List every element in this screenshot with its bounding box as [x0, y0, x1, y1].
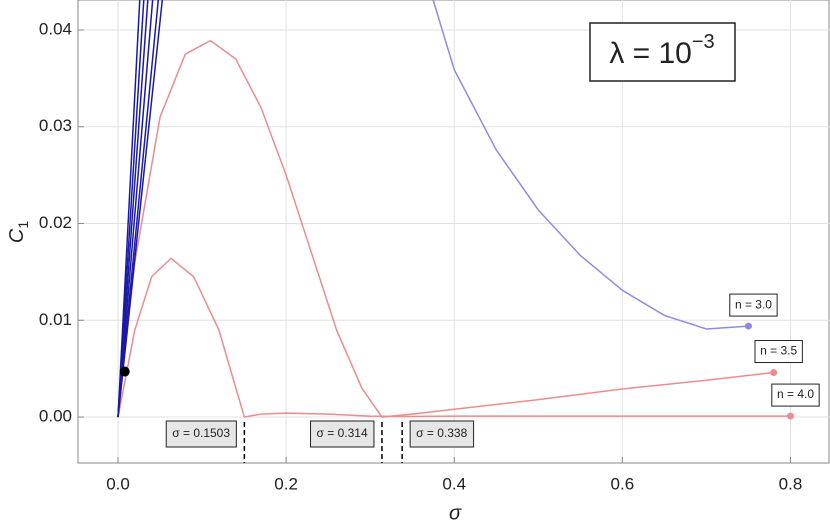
plot-area [117, 0, 791, 418]
y-tick-label: 0.02 [39, 213, 72, 232]
plot-frame [77, 0, 830, 464]
series-label: n = 4.0 [777, 387, 814, 401]
y-axis-label-main: C [6, 228, 28, 243]
x-axis-label: σ [449, 502, 462, 524]
marker-box [310, 420, 375, 448]
point [119, 366, 130, 377]
y-tick-label: 0.03 [39, 116, 72, 135]
label-box [771, 383, 820, 407]
marker-label: σ = 0.338 [416, 426, 467, 440]
y-axis-label-sub: 1 [15, 221, 31, 229]
line [432, 0, 749, 330]
x-tick-label: 0.6 [611, 474, 635, 493]
endpoint [744, 322, 752, 330]
label-box [729, 293, 778, 317]
marker-label: σ = 0.1503 [172, 426, 230, 440]
line [117, 0, 154, 418]
marker-box [409, 420, 475, 448]
x-tick-label: 0.4 [442, 474, 466, 493]
line [117, 39, 774, 418]
line [117, 0, 149, 418]
y-tick-label: 0.01 [39, 310, 72, 329]
annotation-box [589, 22, 736, 82]
annotation-sup: −3 [692, 31, 715, 53]
annotation-main: λ = 10 [609, 37, 692, 70]
annotation: λ = 10−3 [609, 31, 714, 70]
marker-label: σ = 0.314 [317, 426, 368, 440]
marker-box [165, 420, 237, 448]
endpoint [786, 412, 794, 420]
x-tick-label: 0.0 [106, 474, 130, 493]
label-box [754, 340, 803, 364]
y-axis-label: C1 [6, 221, 30, 243]
series-label: n = 3.0 [735, 297, 772, 311]
y-tick-label: 0.04 [39, 19, 72, 38]
line [117, 257, 791, 418]
line [117, 0, 164, 418]
endpoint [770, 369, 778, 377]
x-tick-label: 0.2 [274, 474, 298, 493]
series-label: n = 3.5 [760, 344, 797, 358]
x-tick-label: 0.8 [779, 474, 803, 493]
y-tick-label: 0.00 [39, 407, 72, 426]
